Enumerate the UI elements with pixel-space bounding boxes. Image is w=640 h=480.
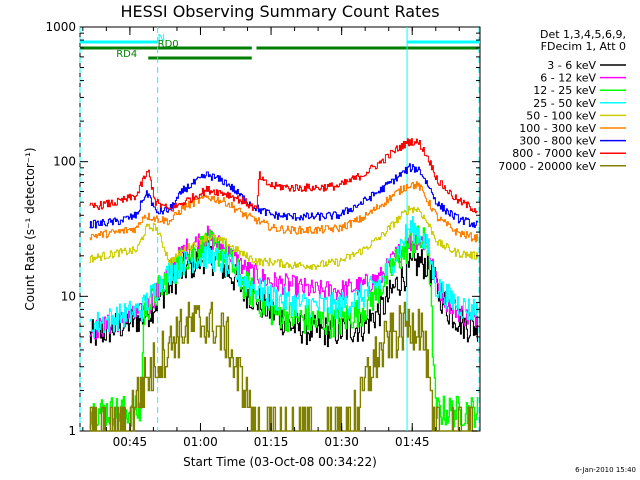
legend-label-2: 6 - 12 keV xyxy=(540,72,596,85)
legend-header-line-1: Det 1,3,4,5,6,9, xyxy=(540,28,626,41)
legend-label-9: 7000 - 20000 keV xyxy=(498,160,596,173)
x-tick-label: 01:00 xyxy=(183,435,218,449)
x-axis-label: Start Time (03-Oct-08 00:34:22) xyxy=(183,455,377,469)
y-tick-label: 1000 xyxy=(45,20,76,34)
flag-rd4-label: RD4 xyxy=(116,49,137,60)
legend-label-3: 12 - 25 keV xyxy=(533,84,596,97)
x-tick-label: 00:45 xyxy=(113,435,148,449)
flag-rd0-label: RD0 xyxy=(158,39,179,50)
legend-header-line-2: FDecim 1, Att 0 xyxy=(541,40,626,53)
legend-label-4: 25 - 50 keV xyxy=(533,97,596,110)
x-tick-label: 01:30 xyxy=(324,435,359,449)
series-line-7 xyxy=(89,163,478,229)
y-tick-label: 10 xyxy=(61,289,76,303)
y-tick-label: 100 xyxy=(53,155,76,169)
legend-label-6: 100 - 300 keV xyxy=(519,122,596,135)
legend-label-1: 3 - 6 keV xyxy=(547,59,596,72)
series-line-6 xyxy=(89,181,478,243)
axes-group: 00:45 01:00 01:15 01:30 01:45 1 10 100 1000 xyxy=(45,20,480,449)
series-line-8 xyxy=(89,138,478,214)
x-tick-label: 01:15 xyxy=(254,435,289,449)
series-line-9 xyxy=(89,301,478,432)
timestamp: 6-Jan-2010 15:40 xyxy=(575,466,636,474)
y-tick-label: 1 xyxy=(68,424,76,438)
chart-title: HESSI Observing Summary Count Rates xyxy=(120,2,439,21)
y-axis-label: Count Rate (s⁻¹ detector⁻¹) xyxy=(23,147,37,310)
x-tick-label: 01:45 xyxy=(395,435,430,449)
series-line-4 xyxy=(89,216,478,338)
legend-label-7: 300 - 800 keV xyxy=(519,135,596,148)
legend-label-8: 800 - 7000 keV xyxy=(512,147,596,160)
series-line-5 xyxy=(89,205,478,270)
flag-n-label: N xyxy=(158,33,165,44)
legend: Det 1,3,4,5,6,9, FDecim 1, Att 0 3 - 6 k… xyxy=(498,28,626,173)
legend-label-5: 50 - 100 keV xyxy=(526,109,596,122)
series-group xyxy=(89,138,479,432)
